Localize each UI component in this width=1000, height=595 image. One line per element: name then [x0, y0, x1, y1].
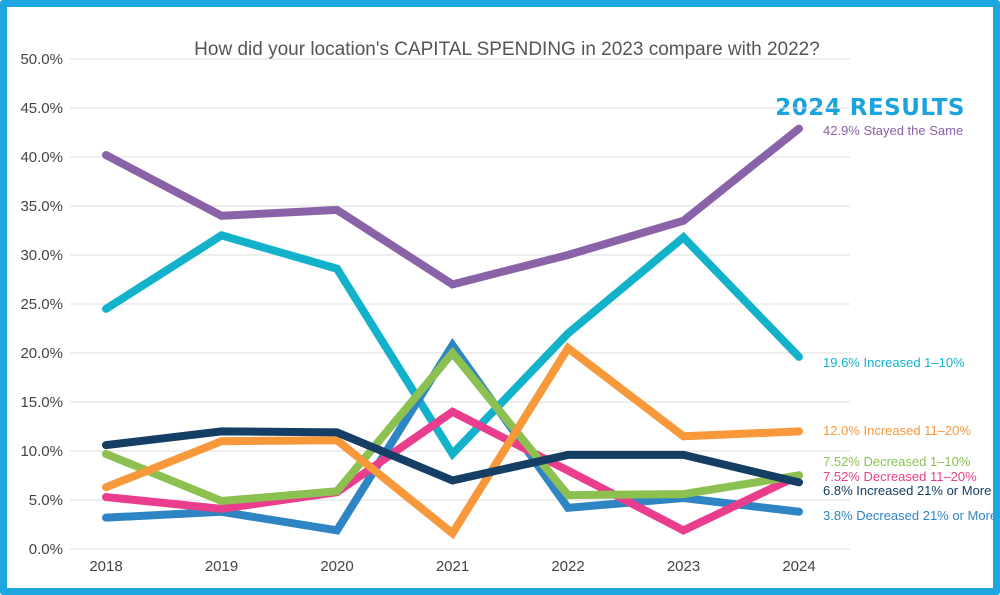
x-tick-label: 2023 — [667, 558, 700, 575]
series-end-label: 19.6% Increased 1–10% — [823, 355, 965, 370]
series-line — [102, 342, 803, 540]
series-end-label: 3.8% Decreased 21% or More — [823, 508, 993, 523]
y-tick-label: 25.0% — [20, 296, 63, 313]
y-tick-label: 5.0% — [29, 492, 63, 509]
y-tick-label: 30.0% — [20, 247, 63, 264]
x-tick-label: 2018 — [89, 558, 122, 575]
y-tick-label: 40.0% — [20, 149, 63, 166]
y-tick-label: 45.0% — [20, 100, 63, 117]
y-tick-label: 20.0% — [20, 345, 63, 362]
series-line — [102, 346, 803, 506]
y-tick-label: 50.0% — [20, 51, 63, 68]
series-end-label: 12.0% Increased 11–20% — [823, 423, 971, 438]
series-line — [102, 231, 803, 461]
series-line — [102, 427, 803, 487]
x-tick-label: 2021 — [436, 558, 469, 575]
x-tick-label: 2020 — [320, 558, 353, 575]
y-tick-label: 0.0% — [29, 541, 63, 558]
series-end-label: 6.8% Increased 21% or More — [823, 483, 991, 498]
chart-title: How did your location's CAPITAL SPENDING… — [194, 39, 820, 60]
series-end-label: 42.9% Stayed the Same — [823, 123, 963, 138]
series-end-label: 7.52% Decreased 11–20% — [823, 469, 977, 484]
line-chart: 0.0% 5.0% 10.0% 15.0% 20.0% 25.0% 30.0% 35.0% 40… — [20, 51, 993, 575]
x-tick-label: 2019 — [205, 558, 238, 575]
x-tick-label: 2024 — [782, 558, 815, 575]
series-line — [102, 124, 803, 289]
series-line — [102, 407, 803, 535]
y-tick-label: 35.0% — [20, 198, 63, 215]
y-tick-label: 15.0% — [20, 394, 63, 411]
x-tick-label: 2022 — [551, 558, 584, 575]
series-end-label: 7.52% Decreased 1–10% — [823, 454, 971, 469]
y-tick-label: 10.0% — [20, 443, 63, 460]
